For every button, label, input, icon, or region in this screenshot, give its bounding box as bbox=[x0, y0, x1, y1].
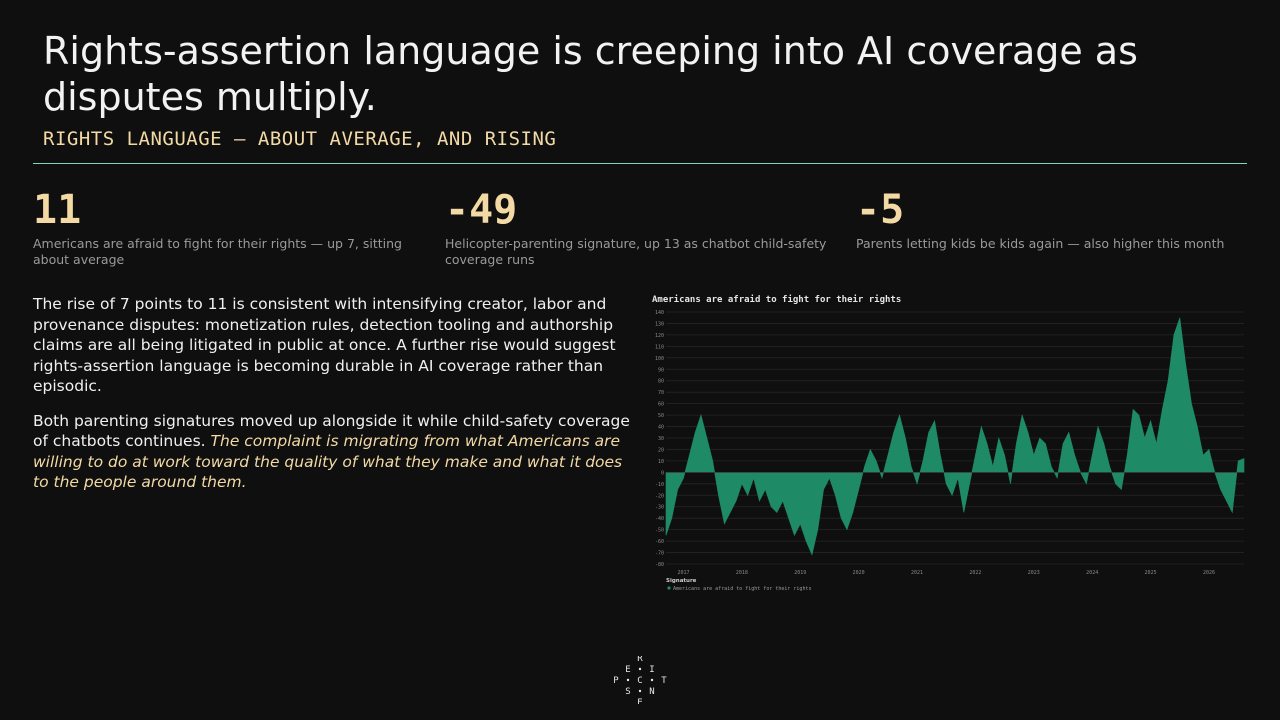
y-tick-label: 140 bbox=[655, 310, 664, 316]
x-tick-label: 2025 bbox=[1145, 570, 1157, 576]
x-tick-label: 2026 bbox=[1203, 570, 1215, 576]
x-tick-label: 2019 bbox=[794, 570, 806, 576]
brand-logo: RE IP C TS NE bbox=[613, 656, 667, 704]
y-tick-label: -50 bbox=[655, 528, 664, 534]
stat-description: Helicopter-parenting signature, up 13 as… bbox=[445, 236, 827, 267]
logo-letter: S bbox=[625, 687, 630, 697]
y-tick-label: 0 bbox=[661, 470, 664, 476]
y-tick-label: -10 bbox=[655, 482, 664, 488]
y-tick-label: 110 bbox=[655, 344, 664, 350]
logo-letter: E bbox=[637, 698, 642, 704]
stat-value: -5 bbox=[856, 187, 905, 233]
page-subtitle: RIGHTS LANGUAGE — ABOUT AVERAGE, AND RIS… bbox=[43, 128, 557, 150]
y-tick-label: 100 bbox=[655, 356, 664, 362]
y-tick-label: 30 bbox=[658, 436, 664, 442]
body-paragraph-1: The rise of 7 points to 11 is consistent… bbox=[33, 295, 616, 395]
body-paragraph-2: Both parenting signatures moved up along… bbox=[33, 411, 633, 493]
legend-entry: Americans are afraid to fight for their … bbox=[673, 586, 811, 592]
stat-description: Americans are afraid to fight for their … bbox=[33, 236, 402, 267]
y-tick-label: 130 bbox=[655, 321, 664, 327]
x-tick-label: 2024 bbox=[1086, 570, 1098, 576]
body-paragraph-2-italic: The complaint is migrating from what Ame… bbox=[33, 432, 623, 491]
x-tick-label: 2023 bbox=[1028, 570, 1040, 576]
x-tick-label: 2017 bbox=[677, 570, 689, 576]
area-chart: Americans are afraid to fight for their … bbox=[652, 294, 1245, 592]
y-tick-label: 40 bbox=[658, 425, 664, 431]
logo-letter: C bbox=[637, 676, 642, 686]
y-tick-label: -60 bbox=[655, 539, 664, 545]
legend-swatch bbox=[667, 586, 671, 590]
y-tick-label: 70 bbox=[658, 390, 664, 396]
x-tick-label: 2021 bbox=[911, 570, 923, 576]
x-tick-label: 2018 bbox=[736, 570, 748, 576]
logo-letter: R bbox=[637, 656, 643, 664]
stat-description: Parents letting kids be kids again — als… bbox=[856, 236, 1225, 251]
y-tick-label: -40 bbox=[655, 516, 664, 522]
x-tick-label: 2020 bbox=[853, 570, 865, 576]
y-tick-label: -30 bbox=[655, 505, 664, 511]
chart-title: Americans are afraid to fight for their … bbox=[652, 294, 901, 305]
y-tick-label: 90 bbox=[658, 367, 664, 373]
logo-letter: N bbox=[649, 687, 654, 697]
stat-helicopter-parenting: -49 Helicopter-parenting signature, up 1… bbox=[445, 188, 835, 268]
y-tick-label: 120 bbox=[655, 333, 664, 339]
series-area bbox=[665, 317, 1245, 556]
stat-kids-be-kids: -5 Parents letting kids be kids again — … bbox=[856, 188, 1246, 252]
stat-value: -49 bbox=[445, 187, 518, 233]
stat-value: 11 bbox=[33, 187, 82, 233]
logo-letter: E bbox=[625, 665, 630, 675]
y-tick-label: 60 bbox=[658, 402, 664, 408]
body-text: The rise of 7 points to 11 is consistent… bbox=[33, 294, 633, 507]
logo-letter: P bbox=[613, 676, 619, 686]
logo-letter: I bbox=[649, 665, 654, 675]
logo-dot bbox=[638, 689, 642, 693]
divider bbox=[33, 163, 1247, 164]
y-tick-label: -20 bbox=[655, 493, 664, 499]
y-tick-label: 80 bbox=[658, 379, 664, 385]
logo-dot bbox=[650, 678, 654, 682]
y-tick-label: -70 bbox=[655, 551, 664, 557]
body-paragraph-2-plain: Both parenting signatures moved up along… bbox=[33, 411, 630, 451]
stat-rights: 11 Americans are afraid to fight for the… bbox=[33, 188, 423, 268]
page-title: Rights-assertion language is creeping in… bbox=[43, 29, 1138, 119]
logo-letter: T bbox=[661, 676, 667, 686]
y-tick-label: -80 bbox=[655, 562, 664, 568]
x-tick-label: 2022 bbox=[969, 570, 981, 576]
logo-dot bbox=[626, 678, 630, 682]
logo-dot bbox=[638, 667, 642, 671]
y-tick-label: 20 bbox=[658, 447, 664, 453]
y-tick-label: 50 bbox=[658, 413, 664, 419]
legend-title: Signature bbox=[666, 578, 697, 584]
y-tick-label: 10 bbox=[658, 459, 664, 465]
